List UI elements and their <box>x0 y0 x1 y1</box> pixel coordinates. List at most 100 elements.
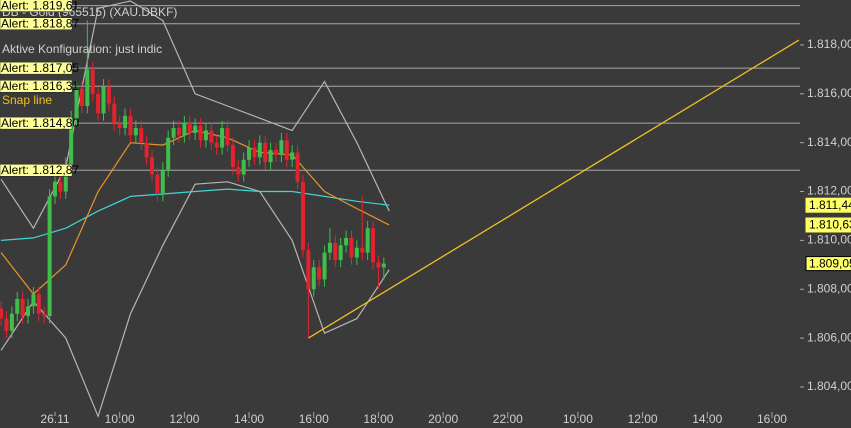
candle-body <box>74 88 79 119</box>
candle-body <box>365 228 370 253</box>
x-tick-label: 12:00 <box>169 412 199 426</box>
alert-label: Alert: 1.816,31 <box>1 79 79 93</box>
candle-body <box>257 142 262 158</box>
y-tick-label: 1.814,00 <box>807 135 851 149</box>
candle-body <box>327 242 332 253</box>
candle-body <box>144 142 149 158</box>
candle-body <box>220 128 225 148</box>
candle-body <box>117 123 122 129</box>
snap-line-label: Snap line <box>2 93 52 107</box>
candle-body <box>9 313 14 331</box>
candle-body <box>36 294 41 314</box>
y-tick-label: 1.804,00 <box>807 379 851 393</box>
x-tick-label: 10:00 <box>563 412 593 426</box>
candle-body <box>263 142 268 163</box>
candle-body <box>128 115 133 136</box>
price-tag-label: 1.811,44 <box>809 198 851 212</box>
price-tag-label: 1.809,05 <box>809 256 851 270</box>
candle-body <box>241 159 246 175</box>
candle-body <box>300 181 305 251</box>
x-tick-label: 20:00 <box>428 412 458 426</box>
candle-body <box>52 181 57 197</box>
alert-tag <box>0 79 73 93</box>
price-tag <box>805 197 851 213</box>
y-tick-label: 1.812,00 <box>807 184 851 198</box>
candle-body <box>69 118 74 165</box>
price-tag-label: 1.810,63 <box>809 218 851 232</box>
x-tick-label: 14:00 <box>234 412 264 426</box>
alert-tag <box>0 0 73 12</box>
candle-body <box>236 167 241 175</box>
alert-tag <box>0 17 73 30</box>
candle-body <box>381 263 386 268</box>
candle-body <box>344 237 349 246</box>
y-tick-label: 1.818,00 <box>807 37 851 51</box>
candle-body <box>150 157 155 175</box>
candle-body <box>230 145 235 168</box>
candle-body <box>193 125 198 133</box>
candle-body <box>284 140 289 160</box>
candle-body <box>106 86 111 104</box>
alert-label: Alert: 1.817,05 <box>1 61 79 75</box>
x-tick-label: 18:00 <box>363 412 393 426</box>
candle-body <box>123 115 128 129</box>
candle-body <box>371 228 376 263</box>
candle-body <box>112 103 117 124</box>
candle-body <box>338 245 343 260</box>
candle-body <box>79 88 84 107</box>
indicator-line <box>1 188 390 241</box>
candle-body <box>252 147 257 158</box>
y-tick-label: 1.806,00 <box>807 330 851 344</box>
candle-body <box>155 174 160 194</box>
candle-body <box>96 93 101 114</box>
candle-body <box>166 137 171 170</box>
alert-label: Alert: 1.814,80 <box>1 116 79 130</box>
candle-body <box>63 164 68 192</box>
alert-label: Alert: 1.812,87 <box>1 163 79 177</box>
candle-body <box>0 308 4 319</box>
candle-body <box>20 299 25 317</box>
y-tick-label: 1.816,00 <box>807 86 851 100</box>
candle-body <box>268 149 273 163</box>
price-tag <box>805 217 851 233</box>
candle-body <box>176 128 181 136</box>
candle-body <box>58 181 63 192</box>
candle-body <box>214 142 219 148</box>
candle-body <box>31 294 36 307</box>
candle-body <box>317 267 322 280</box>
x-tick-label: 14:00 <box>692 412 722 426</box>
candle-body <box>311 267 316 290</box>
candle-body <box>360 247 365 253</box>
candle-body <box>225 128 230 146</box>
x-tick-label: 26.11 <box>40 412 69 426</box>
candle-body <box>171 128 176 138</box>
candle-body <box>101 86 106 114</box>
candle-body <box>85 69 90 107</box>
candle-body <box>354 247 359 258</box>
candle-body <box>182 123 187 136</box>
alert-tag <box>0 61 73 75</box>
candle-body <box>4 318 9 331</box>
candle-body <box>209 130 214 143</box>
candle-body <box>295 152 300 182</box>
candle-body <box>160 169 165 194</box>
candle-body <box>376 262 381 268</box>
candle-body <box>198 125 203 141</box>
candle-body <box>290 152 295 160</box>
candle-body <box>187 123 192 133</box>
candle-body <box>279 140 284 155</box>
x-tick-label: 22:00 <box>493 412 523 426</box>
x-tick-label: 12:00 <box>628 412 658 426</box>
candle-body <box>306 250 311 290</box>
x-tick-label: 10:00 <box>105 412 135 426</box>
candle-body <box>349 237 354 258</box>
x-tick-label: 16:00 <box>299 412 329 426</box>
candle-body <box>42 313 47 317</box>
y-tick-label: 1.810,00 <box>807 233 851 247</box>
candle-body <box>47 196 52 317</box>
alert-label: Alert: 1.819,61 <box>1 0 79 12</box>
candle-body <box>139 128 144 143</box>
price-tag <box>805 256 851 272</box>
